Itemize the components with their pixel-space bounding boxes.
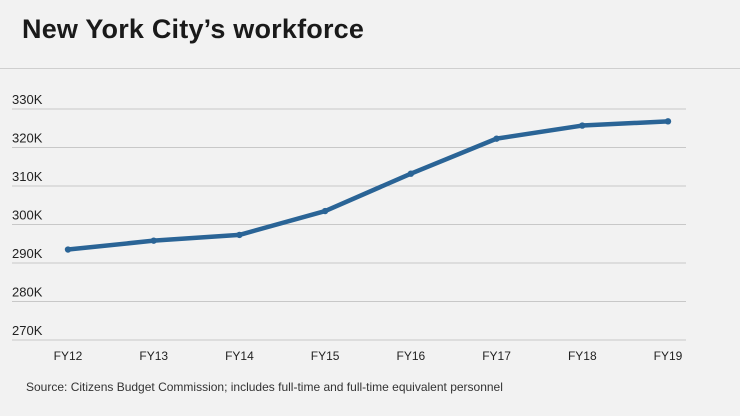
x-axis-tick-labels: FY12 FY13 FY14 FY15 FY16 FY17 FY18 FY19 (54, 349, 683, 363)
series-layer (64, 118, 672, 253)
data-point (493, 135, 500, 142)
data-point (579, 122, 586, 129)
x-tick-label: FY18 (568, 349, 597, 363)
data-point (407, 170, 415, 177)
y-tick-label: 330K (12, 92, 43, 107)
y-tick-label: 320K (12, 131, 43, 146)
y-axis-tick-labels: 270K 280K 290K 300K 310K 320K 330K (12, 92, 43, 338)
source-note: Source: Citizens Budget Commission; incl… (26, 380, 503, 394)
data-point (321, 207, 329, 215)
x-tick-label: FY17 (482, 349, 511, 363)
title-divider (0, 68, 740, 69)
y-tick-label: 280K (12, 285, 43, 300)
x-tick-label: FY13 (139, 349, 168, 363)
data-point (664, 118, 672, 125)
x-tick-label: FY16 (397, 349, 426, 363)
data-point (236, 231, 243, 239)
x-tick-label: FY15 (311, 349, 340, 363)
data-point (150, 237, 157, 244)
y-tick-label: 270K (12, 323, 43, 338)
x-tick-label: FY12 (54, 349, 83, 363)
y-tick-label: 310K (12, 169, 43, 184)
grid-lines (12, 108, 686, 341)
chart-title: New York City’s workforce (22, 14, 365, 44)
data-point (64, 246, 72, 253)
x-tick-label: FY19 (654, 349, 683, 363)
series-line (65, 119, 671, 252)
y-tick-label: 300K (12, 208, 43, 223)
y-tick-label: 290K (12, 246, 43, 261)
x-tick-label: FY14 (225, 349, 254, 363)
